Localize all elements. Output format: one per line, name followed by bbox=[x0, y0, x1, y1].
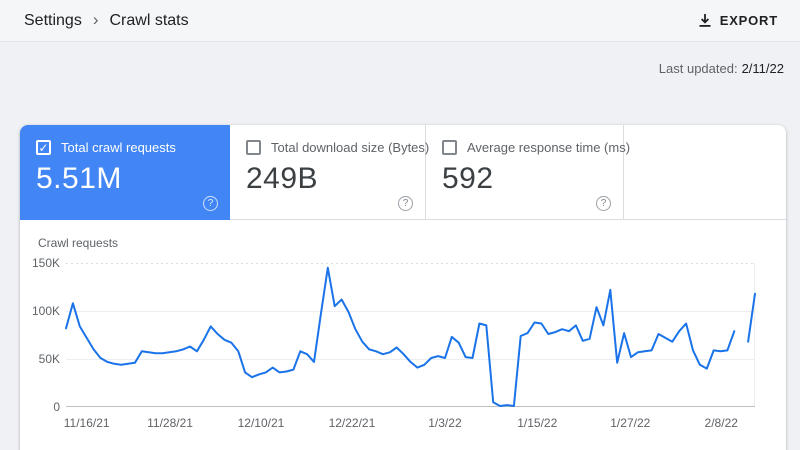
export-label: EXPORT bbox=[719, 13, 778, 28]
chevron-right-icon: › bbox=[92, 10, 99, 29]
x-tick-label: 11/28/21 bbox=[147, 416, 193, 430]
export-button[interactable]: EXPORT bbox=[694, 7, 782, 34]
breadcrumb: Settings › Crawl stats bbox=[24, 11, 189, 30]
last-updated-value: 2/11/22 bbox=[741, 61, 784, 76]
x-tick-label: 1/3/22 bbox=[428, 416, 462, 430]
crawl-requests-line-chart[interactable] bbox=[65, 263, 756, 407]
unchecked-checkbox-icon[interactable] bbox=[442, 140, 457, 155]
x-tick-label: 12/22/21 bbox=[328, 416, 376, 430]
help-icon[interactable]: ? bbox=[398, 196, 413, 211]
last-updated-label: Last updated: bbox=[658, 61, 738, 76]
x-tick-label: 1/15/22 bbox=[517, 416, 558, 430]
metric-value: 592 bbox=[442, 162, 494, 195]
metric-label: Total crawl requests bbox=[61, 140, 176, 155]
metric-toggle-row: ✓ Total crawl requests 5.51M ? Total dow… bbox=[20, 125, 786, 220]
download-icon bbox=[698, 13, 712, 28]
y-tick-label: 100K bbox=[31, 304, 60, 318]
x-tick-label: 2/8/22 bbox=[704, 416, 738, 430]
help-icon[interactable]: ? bbox=[203, 196, 218, 211]
x-tick-label: 1/27/22 bbox=[610, 416, 651, 430]
unchecked-checkbox-icon[interactable] bbox=[246, 140, 261, 155]
y-tick-label: 50K bbox=[38, 352, 60, 366]
y-axis-labels: 150K 100K 50K 0 bbox=[20, 256, 60, 414]
x-tick-label: 11/16/21 bbox=[63, 416, 110, 430]
top-header-bar: Settings › Crawl stats EXPORT bbox=[0, 0, 800, 42]
metric-label: Average response time (ms) bbox=[467, 140, 631, 155]
x-tick-label: 12/10/21 bbox=[237, 416, 285, 430]
chart-title: Crawl requests bbox=[38, 236, 119, 250]
metric-toggle-average-response-time[interactable]: Average response time (ms) 592 ? bbox=[426, 125, 630, 220]
last-updated: Last updated: 2/11/22 bbox=[659, 61, 784, 76]
metric-value: 249B bbox=[246, 162, 319, 195]
breadcrumb-settings-link[interactable]: Settings bbox=[24, 11, 82, 29]
checked-checkbox-icon[interactable]: ✓ bbox=[36, 140, 51, 155]
metric-value: 5.51M bbox=[36, 162, 122, 195]
x-axis-labels: 11/16/21 11/28/21 12/10/21 12/22/21 1/3/… bbox=[63, 416, 755, 432]
breadcrumb-current-page: Crawl stats bbox=[109, 11, 189, 29]
metric-toggle-total-crawl-requests[interactable]: ✓ Total crawl requests 5.51M ? bbox=[20, 125, 230, 220]
help-icon[interactable]: ? bbox=[596, 196, 611, 211]
y-tick-label: 0 bbox=[53, 400, 60, 414]
crawl-stats-card: ✓ Total crawl requests 5.51M ? Total dow… bbox=[20, 125, 786, 450]
y-tick-label: 150K bbox=[31, 256, 60, 270]
metric-label: Total download size (Bytes) bbox=[271, 140, 430, 155]
metric-toggle-total-download-size[interactable]: Total download size (Bytes) 249B ? bbox=[230, 125, 430, 220]
